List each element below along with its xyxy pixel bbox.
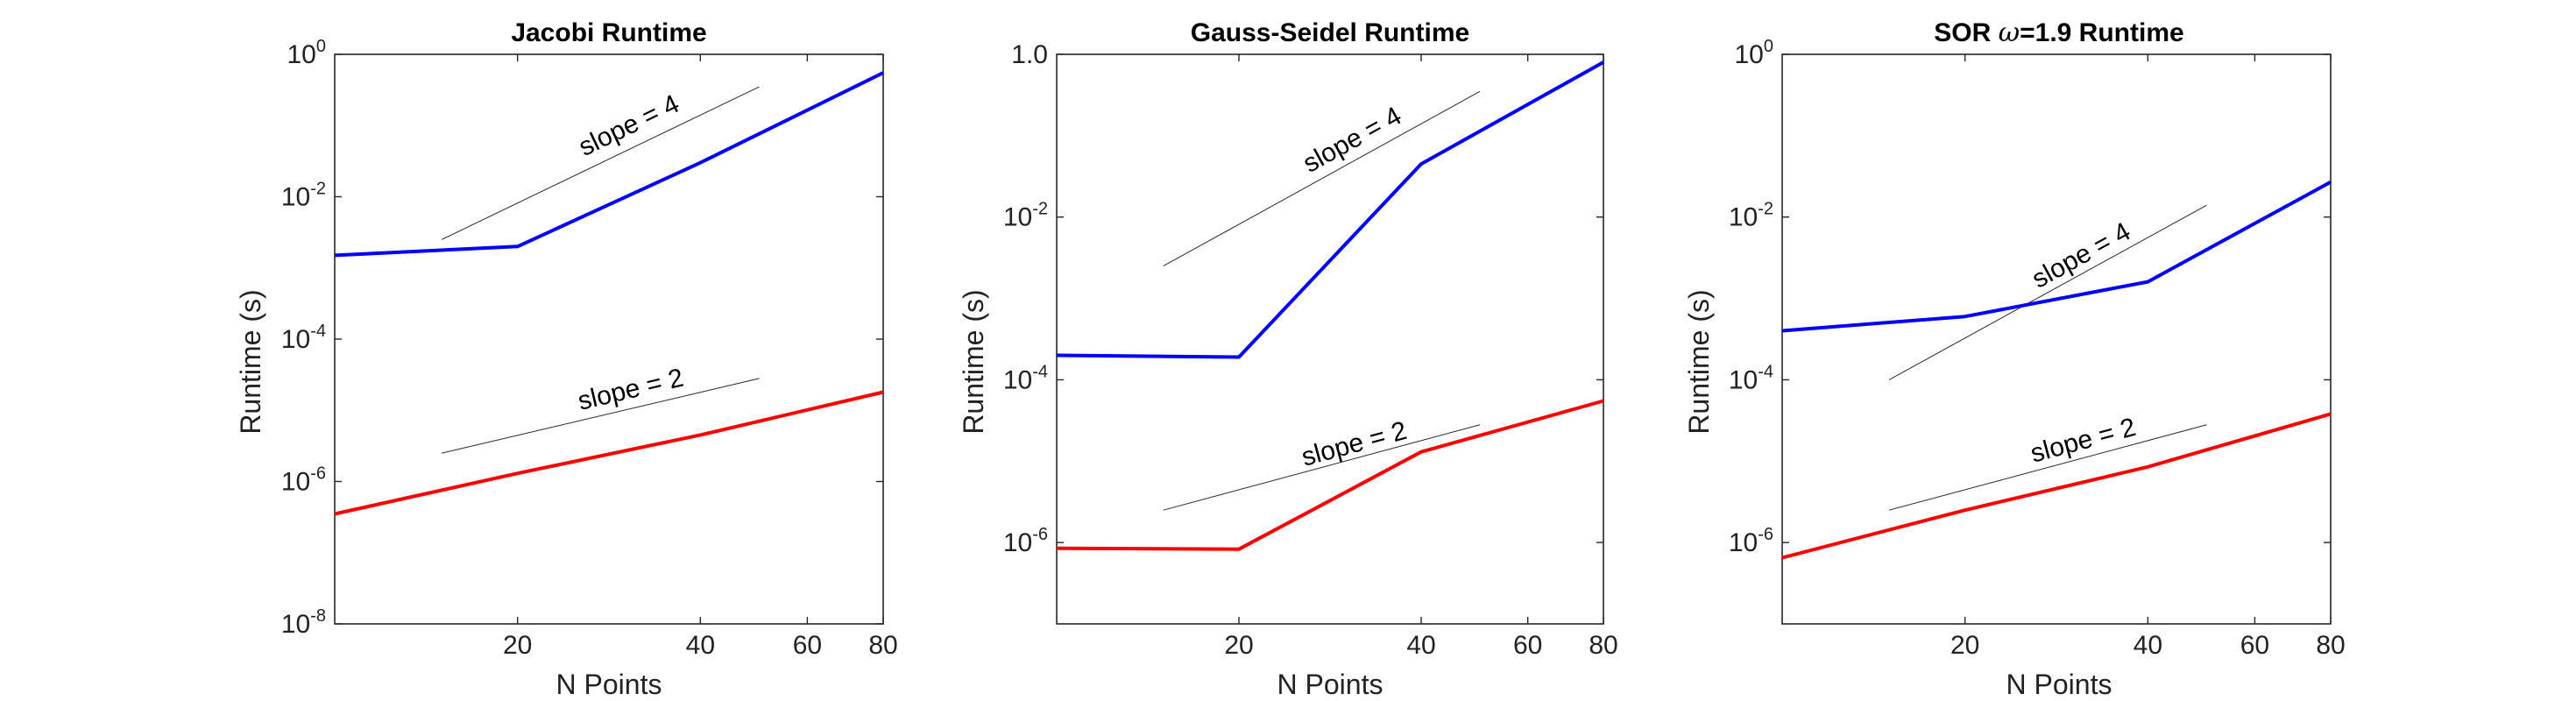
- jacobi-y-tick-label: 10-8: [281, 606, 326, 639]
- gauss-seidel-y-tick-label: 10-2: [1003, 200, 1048, 232]
- gauss-seidel-red-series-line: [1056, 399, 1604, 551]
- sor-y-tick-label: 10-4: [1729, 362, 1773, 394]
- jacobi-x-tick-label: 80: [868, 631, 897, 660]
- jacobi-blue-series-line: [334, 71, 884, 258]
- sor-reference-line: [1888, 204, 2207, 380]
- jacobi-x-tick-label: 60: [793, 631, 822, 660]
- jacobi-red-series-line: [334, 390, 884, 516]
- gauss-seidel-reference-line: [1163, 424, 1481, 511]
- jacobi-y-tick-label: 10-6: [281, 464, 326, 497]
- sor-y-axis-label: Runtime (s): [1683, 289, 1715, 434]
- jacobi-y-axis-label: Runtime (s): [235, 289, 266, 434]
- gauss-seidel-x-tick-label: 20: [1224, 631, 1253, 660]
- sor-y-tick-label: 10-2: [1729, 200, 1773, 232]
- jacobi-x-tick-label: 40: [686, 631, 715, 660]
- sor-y-tick-label: 10-6: [1729, 525, 1773, 557]
- jacobi-title: Jacobi Runtime: [511, 18, 706, 47]
- gauss-seidel-axes-box: [1056, 53, 1604, 625]
- jacobi-y-tick-label: 100: [287, 37, 327, 69]
- sor-title-omega: ω: [1999, 18, 2020, 48]
- gauss-seidel-title: Gauss-Seidel Runtime: [1191, 18, 1469, 47]
- sor-blue-series-line: [1781, 180, 2332, 333]
- jacobi-y-tick-label: 10-2: [281, 180, 326, 212]
- gauss-seidel-y-axis-label: Runtime (s): [958, 289, 989, 434]
- jacobi-y-tick-label: 10-4: [281, 322, 326, 354]
- jacobi-x-tick-label: 20: [503, 631, 532, 660]
- sor-x-tick-label: 60: [2240, 631, 2269, 660]
- sor-title-suffix: =1.9 Runtime: [2020, 18, 2184, 47]
- gauss-seidel-y-tick-label: 10-6: [1003, 525, 1048, 557]
- sor-title: SOR ω=1.9 Runtime: [1934, 18, 2183, 48]
- sor-x-tick-label: 80: [2316, 631, 2345, 660]
- sor-axes-box: [1781, 53, 2332, 625]
- gauss-seidel-reference-line: [1163, 90, 1481, 267]
- gauss-seidel-x-tick-label: 80: [1589, 631, 1617, 660]
- sor-x-tick-label: 40: [2134, 631, 2162, 660]
- sor-y-tick-label: 100: [1735, 37, 1774, 69]
- gauss-seidel-y-tick-label: 1.0: [1011, 40, 1048, 69]
- gauss-seidel-x-tick-label: 60: [1513, 631, 1542, 660]
- gauss-seidel-y-tick-label: 10-4: [1003, 362, 1048, 394]
- gauss-seidel-x-axis-label: N Points: [1277, 669, 1384, 700]
- sor-x-tick-label: 20: [1950, 631, 1979, 660]
- sor-title-prefix: SOR: [1934, 18, 1998, 47]
- gauss-seidel-blue-series-line: [1056, 60, 1604, 359]
- jacobi-x-axis-label: N Points: [556, 669, 662, 700]
- jacobi-reference-line: [441, 378, 760, 454]
- sor-reference-line: [1888, 424, 2207, 511]
- jacobi-reference-line: [441, 86, 760, 240]
- gauss-seidel-x-tick-label: 40: [1406, 631, 1435, 660]
- sor-x-axis-label: N Points: [2006, 669, 2112, 700]
- sor-red-series-line: [1781, 412, 2332, 560]
